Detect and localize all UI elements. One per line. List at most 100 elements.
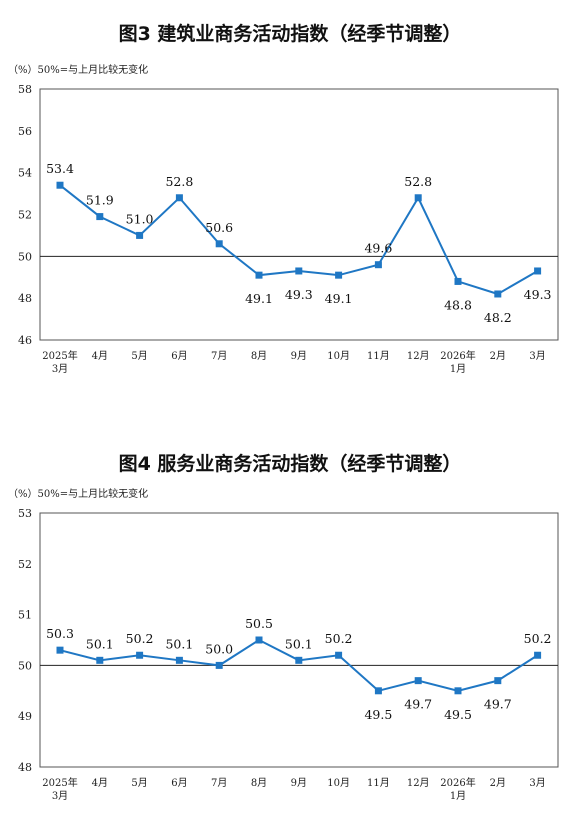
data-point-marker [494,290,502,298]
data-point-marker [175,194,183,202]
x-tick-label: 8月 [251,777,267,789]
data-label: 52.8 [404,174,432,189]
y-tick-label: 52 [18,558,32,571]
series-line-group [56,181,542,298]
data-point-marker [215,240,223,248]
data-label: 49.7 [404,697,432,712]
data-label: 50.1 [86,636,114,651]
x-tick-label: 6月 [171,777,187,789]
y-tick-label: 50 [18,250,32,263]
data-label: 49.6 [364,241,392,256]
x-tick-label: 4月 [92,777,108,789]
data-point-marker [494,677,502,685]
data-label: 48.2 [484,310,512,325]
x-axis: 2025年 3月 4月 5月 6月 7月 8月 9月 10月 11月 12月 2026年 1月 2月 3月 [42,349,546,375]
y-tick-label: 56 [18,125,32,138]
x-tick-label: 5月 [131,350,147,362]
y-tick-label: 48 [18,292,32,305]
data-point-marker [56,646,64,654]
y-tick-label: 46 [18,334,32,347]
x-tick-label: 11月 [367,350,390,362]
x-tick-label: 5月 [131,777,147,789]
data-point-marker [255,636,263,644]
x-tick-label: 9月 [291,350,307,362]
data-point-marker [414,194,422,202]
chart-services: 图4 服务业商务活动指数（经季节调整） （%）50%=与上月比较无变化 48 49… [8,452,559,802]
data-point-marker [295,267,303,275]
x-tick-label: 12月 [407,350,430,362]
series-line [59,184,539,296]
x-tick-label: 12月 [407,777,430,789]
data-label: 50.2 [524,631,552,646]
x-tick-label: 7月 [211,777,227,789]
x-tick-label: 6月 [171,350,187,362]
x-tick-label: 10月 [327,350,350,362]
chart-title: 图4 服务业商务活动指数（经季节调整） [119,452,462,475]
x-tick-label: 2月 [490,350,506,362]
data-label: 53.4 [46,161,74,176]
data-point-marker [454,687,462,695]
data-label: 49.5 [364,707,392,722]
chart-note: （%）50%=与上月比较无变化 [8,63,148,76]
x-tick-label: 2026年 1月 [440,349,475,375]
x-axis: 2025年 3月 4月 5月 6月 7月 8月 9月 10月 11月 12月 2026年 1月 2月 3月 [42,776,546,802]
data-point-marker [414,677,422,685]
chart-title: 图3 建筑业商务活动指数（经季节调整） [119,22,462,45]
x-tick-label: 2025年 3月 [42,776,77,802]
data-point-marker [175,656,183,664]
series-line-group [56,636,542,695]
y-tick-label: 48 [18,761,32,774]
y-tick-label: 54 [18,167,32,180]
data-label: 51.0 [126,211,154,226]
data-point-marker [454,277,462,285]
data-point-marker [96,656,104,664]
data-point-marker [295,656,303,664]
y-axis: 48 49 50 51 52 53 [18,507,32,774]
x-tick-label: 8月 [251,350,267,362]
data-label: 50.0 [205,641,233,656]
data-label: 52.8 [165,174,193,189]
x-tick-label: 11月 [367,777,390,789]
y-tick-label: 50 [18,659,32,672]
data-label: 49.3 [524,287,552,302]
data-label: 50.1 [165,636,193,651]
x-tick-label: 2025年 3月 [42,349,77,375]
data-point-marker [96,213,104,221]
data-label: 49.7 [484,697,512,712]
x-tick-label: 3月 [529,350,545,362]
y-tick-label: 58 [18,83,32,96]
chart-note: （%）50%=与上月比较无变化 [8,487,148,500]
data-point-marker [136,231,144,239]
data-label: 48.8 [444,297,472,312]
data-point-marker [335,651,343,659]
x-tick-label: 7月 [211,350,227,362]
data-labels: 50.3 50.1 50.2 50.1 50.0 50.5 50.1 50.2 49.5 49.7… [46,616,551,722]
y-tick-label: 52 [18,209,32,222]
x-tick-label: 2月 [490,777,506,789]
data-point-marker [136,651,144,659]
data-point-marker [56,181,64,189]
data-point-marker [215,661,223,669]
data-point-marker [374,261,382,269]
data-label: 51.9 [86,193,114,208]
data-label: 49.3 [285,287,313,302]
data-label: 50.3 [46,626,74,641]
y-tick-label: 51 [18,609,32,622]
data-point-marker [534,651,542,659]
y-axis: 46 48 50 52 54 56 58 [18,83,32,347]
x-tick-label: 4月 [92,350,108,362]
x-tick-label: 2026年 1月 [440,776,475,802]
chart-construction: 图3 建筑业商务活动指数（经季节调整） （%）50%=与上月比较无变化 46 48… [8,22,559,375]
data-label: 49.5 [444,707,472,722]
y-tick-label: 49 [18,710,32,723]
data-label: 49.1 [325,291,353,306]
y-tick-label: 53 [18,507,32,520]
x-tick-label: 9月 [291,777,307,789]
data-label: 49.1 [245,291,273,306]
data-label: 50.2 [325,631,353,646]
data-label: 50.5 [245,616,273,631]
data-point-marker [534,267,542,275]
data-labels: 53.4 51.9 51.0 52.8 50.6 49.1 49.3 49.1 49.6 52.8… [46,161,551,325]
plot-frame [39,88,559,341]
